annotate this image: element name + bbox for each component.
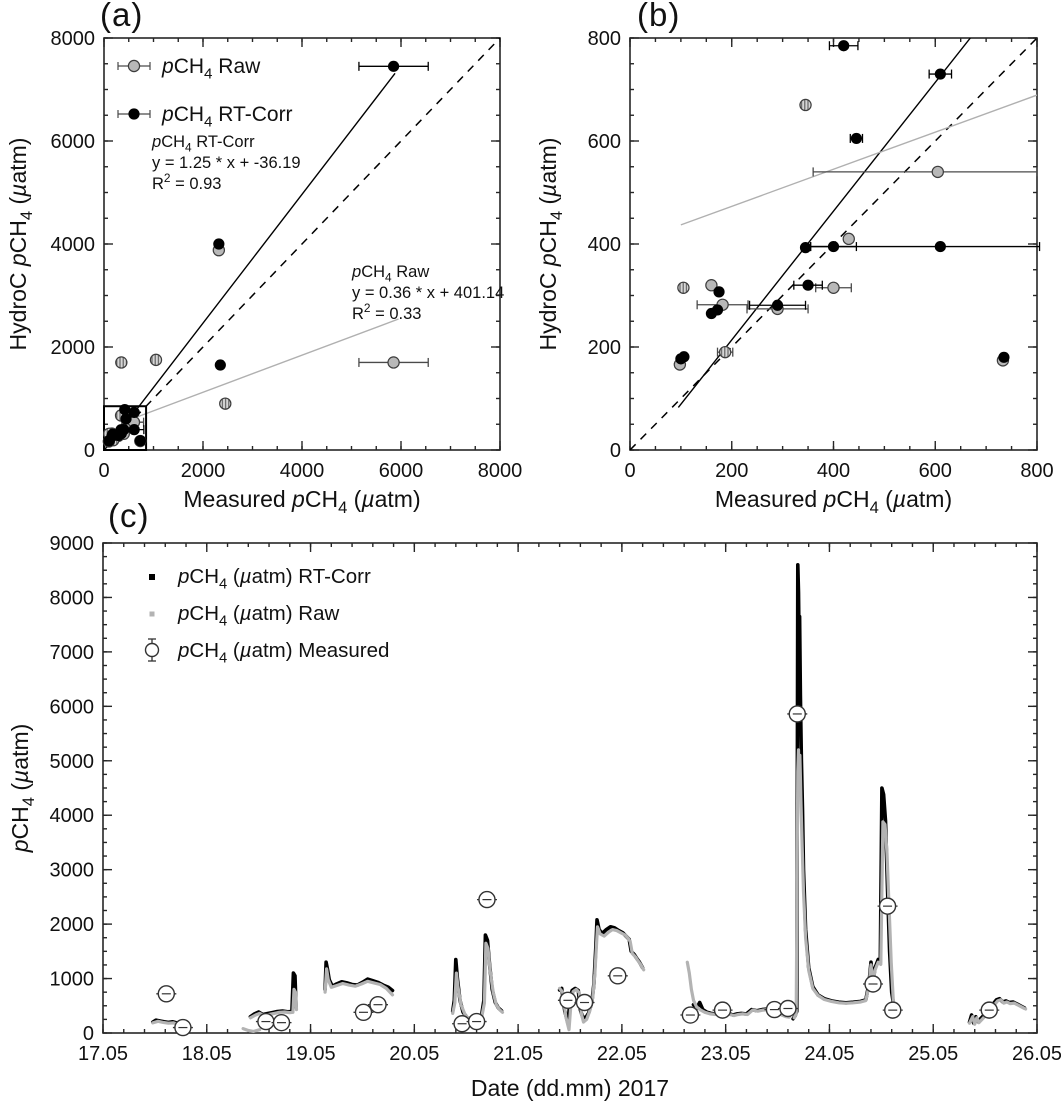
svg-text:4000: 4000 [50,805,95,827]
svg-text:4000: 4000 [280,460,325,482]
svg-text:600: 600 [588,131,621,153]
svg-text:21.05: 21.05 [493,1043,543,1065]
svg-text:pCH4 Raw: pCH4 Raw [161,55,261,82]
svg-text:400: 400 [817,460,850,482]
svg-text:6000: 6000 [50,696,95,718]
panel-a-plot: 0 2000 4000 6000 8000 0 2000 4000 6000 8000 Measur… [5,28,522,517]
svg-text:26.05: 26.05 [1012,1043,1061,1065]
svg-text:17.05: 17.05 [78,1043,128,1065]
svg-text:2000: 2000 [181,460,226,482]
svg-text:0: 0 [83,1023,94,1045]
fit-line [137,318,399,418]
svg-text:8000: 8000 [50,587,95,609]
panel-a-lines [104,38,500,450]
series-raw [151,748,1028,1033]
svg-text:0: 0 [624,460,635,482]
svg-text:0: 0 [84,440,95,462]
svg-text:R2 = 0.33: R2 = 0.33 [352,301,421,323]
svg-text:22.05: 22.05 [597,1043,647,1065]
svg-text:24.05: 24.05 [804,1043,854,1065]
svg-text:pCH4 (µatm): pCH4 (µatm) [7,724,38,854]
svg-text:R2 = 0.93: R2 = 0.93 [152,171,221,193]
svg-text:2000: 2000 [51,337,96,359]
fit-line [680,94,1037,226]
series-rt-corr [151,563,1027,1027]
svg-text:25.05: 25.05 [908,1043,958,1065]
svg-text:5000: 5000 [50,751,95,773]
svg-text:pCH4 Raw: pCH4 Raw [351,263,429,284]
svg-text:HydroC pCH4 (µatm): HydroC pCH4 (µatm) [5,138,36,351]
svg-text:pCH4 (µatm) Measured: pCH4 (µatm) Measured [177,639,389,666]
panel-a-label: (a) [100,0,144,33]
svg-text:3000: 3000 [50,860,95,882]
series-measured [156,705,1000,1037]
svg-text:800: 800 [1020,460,1053,482]
svg-text:Date (dd.mm) 2017: Date (dd.mm) 2017 [471,1075,669,1101]
svg-text:400: 400 [588,234,621,256]
svg-text:y = 1.25 * x + -36.19: y = 1.25 * x + -36.19 [152,154,301,172]
fit-line [677,38,971,408]
svg-text:8000: 8000 [51,28,96,50]
svg-text:0: 0 [610,440,621,462]
svg-text:6000: 6000 [379,460,424,482]
svg-text:pCH4 RT-Corr: pCH4 RT-Corr [151,133,255,154]
svg-text:23.05: 23.05 [701,1043,751,1065]
svg-text:pCH4 RT-Corr: pCH4 RT-Corr [161,103,293,130]
svg-text:600: 600 [919,460,952,482]
svg-text:pCH4 (µatm) RT-Corr: pCH4 (µatm) RT-Corr [177,565,371,592]
svg-text:y = 0.36 * x + 401.14: y = 0.36 * x + 401.14 [352,284,504,302]
panel-c-label: (c) [108,497,150,534]
one-to-one-line [104,38,500,450]
svg-text:4000: 4000 [51,234,96,256]
svg-text:Measured pCH4 (µatm): Measured pCH4 (µatm) [183,486,420,517]
svg-text:200: 200 [715,460,748,482]
svg-text:HydroC pCH4 (µatm): HydroC pCH4 (µatm) [535,138,566,351]
svg-text:2000: 2000 [50,914,95,936]
svg-text:7000: 7000 [50,642,95,664]
svg-text:18.05: 18.05 [182,1043,232,1065]
svg-text:800: 800 [588,28,621,50]
panel-b-plot: 0 200 400 600 800 0 200 400 600 800 Measured pCH4 … [535,28,1054,517]
svg-text:0: 0 [98,460,109,482]
svg-text:6000: 6000 [51,131,96,153]
panel-c-plot: 17.05 18.05 19.05 20.05 21.05 22.05 23.05 24.05… [7,533,1061,1101]
fit-line [131,72,396,417]
svg-text:9000: 9000 [50,533,95,555]
svg-text:Measured pCH4 (µatm): Measured pCH4 (µatm) [715,486,952,517]
svg-text:19.05: 19.05 [286,1043,336,1065]
svg-text:20.05: 20.05 [389,1043,439,1065]
svg-text:pCH4 (µatm) Raw: pCH4 (µatm) Raw [177,602,339,629]
svg-text:8000: 8000 [478,460,523,482]
svg-text:200: 200 [588,337,621,359]
panel-b-label: (b) [637,0,681,33]
svg-text:1000: 1000 [50,969,95,991]
